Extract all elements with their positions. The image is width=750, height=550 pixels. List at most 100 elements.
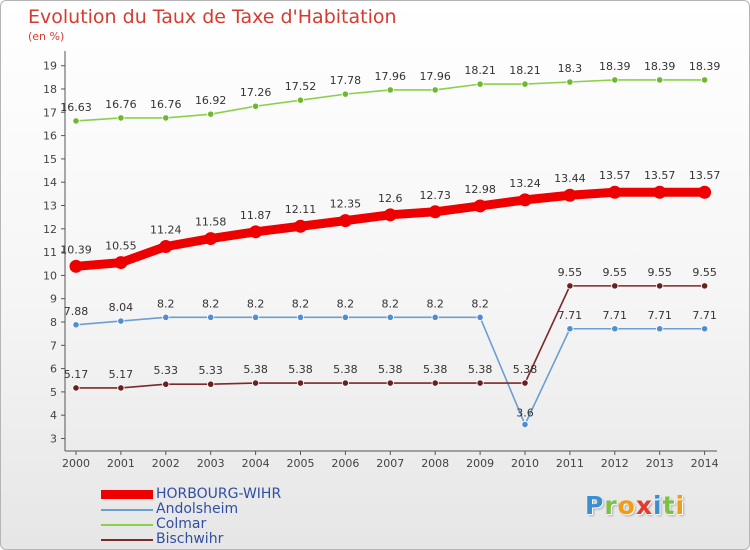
data-point xyxy=(207,380,215,388)
data-point xyxy=(431,313,439,321)
data-label: 8.2 xyxy=(202,297,220,310)
data-point xyxy=(162,313,170,321)
data-point xyxy=(162,114,170,122)
data-point xyxy=(294,219,307,233)
data-label: 8.2 xyxy=(157,297,175,310)
x-tick-label: 2005 xyxy=(287,457,315,470)
data-point xyxy=(338,214,352,228)
data-label: 16.63 xyxy=(60,101,92,114)
data-point xyxy=(698,185,712,199)
data-point xyxy=(700,282,709,290)
data-label: 7.88 xyxy=(64,305,89,318)
data-point xyxy=(252,102,260,110)
data-point xyxy=(563,188,577,202)
y-tick-label: 15 xyxy=(43,153,57,166)
data-point xyxy=(431,379,439,387)
data-label: 18.39 xyxy=(689,60,721,73)
data-label: 8.2 xyxy=(426,297,444,310)
data-label: 18.21 xyxy=(509,64,541,77)
data-point xyxy=(518,193,532,207)
data-point xyxy=(69,259,83,273)
data-label: 9.55 xyxy=(603,266,628,279)
legend-item: Colmar xyxy=(101,516,361,532)
data-point xyxy=(386,313,394,321)
data-label: 8.2 xyxy=(471,297,489,310)
data-point xyxy=(611,76,619,84)
data-label: 5.38 xyxy=(333,363,358,376)
data-point xyxy=(72,384,80,392)
x-tick-label: 2000 xyxy=(62,457,90,470)
data-label: 12.98 xyxy=(464,183,496,196)
data-point xyxy=(700,76,709,84)
data-label: 11.87 xyxy=(240,209,272,222)
data-label: 18.39 xyxy=(644,60,676,73)
x-tick-label: 2007 xyxy=(376,457,404,470)
data-label: 5.38 xyxy=(423,363,448,376)
x-tick-label: 2010 xyxy=(511,457,539,470)
data-label: 8.2 xyxy=(292,297,310,310)
data-label: 16.92 xyxy=(195,94,227,107)
data-label: 12.73 xyxy=(419,189,451,202)
legend-label: HORBOURG-WIHR xyxy=(156,486,282,502)
data-point xyxy=(296,96,305,104)
data-label: 8.2 xyxy=(247,297,265,310)
data-label: 13.57 xyxy=(644,169,676,182)
data-label: 18.3 xyxy=(558,62,583,75)
x-tick-label: 2012 xyxy=(601,457,629,470)
y-tick-label: 10 xyxy=(43,269,57,282)
data-point xyxy=(431,86,439,94)
legend-swatch xyxy=(101,509,153,511)
data-point xyxy=(159,240,173,254)
data-point xyxy=(114,256,128,270)
y-tick-label: 12 xyxy=(43,223,57,236)
y-tick-label: 4 xyxy=(50,409,57,422)
data-point xyxy=(207,313,215,321)
data-point xyxy=(72,321,80,329)
data-point xyxy=(341,313,349,321)
x-tick-label: 2011 xyxy=(556,457,584,470)
data-label: 16.76 xyxy=(150,98,182,111)
data-point xyxy=(611,282,619,290)
data-label: 13.24 xyxy=(509,177,541,190)
data-point xyxy=(386,86,394,94)
data-point xyxy=(296,313,305,321)
data-point xyxy=(608,185,622,199)
data-label: 11.24 xyxy=(150,224,182,237)
data-label: 17.96 xyxy=(419,70,451,83)
data-label: 5.38 xyxy=(288,363,313,376)
legend-item: Andolsheim xyxy=(101,501,361,517)
chart-title: Evolution du Taux de Taxe d'Habitation xyxy=(28,6,397,28)
data-label: 10.39 xyxy=(60,243,92,256)
data-point xyxy=(428,205,442,219)
proxiti-logo: Proxiti xyxy=(585,491,685,520)
data-label: 8.04 xyxy=(109,301,134,314)
data-label: 13.57 xyxy=(689,169,721,182)
data-label: 5.38 xyxy=(468,363,493,376)
data-point xyxy=(473,199,487,213)
data-label: 7.71 xyxy=(603,309,628,322)
data-point xyxy=(117,384,125,392)
data-label: 5.38 xyxy=(378,363,403,376)
data-label: 9.55 xyxy=(647,266,672,279)
data-label: 7.71 xyxy=(558,309,583,322)
legend-label: Colmar xyxy=(156,516,207,532)
data-point xyxy=(566,325,574,333)
data-label: 9.55 xyxy=(558,266,583,279)
data-label: 12.35 xyxy=(330,198,362,211)
data-point xyxy=(476,313,484,321)
data-point xyxy=(383,208,397,222)
logo-letter: r xyxy=(604,491,618,520)
data-point xyxy=(656,282,664,290)
data-label: 5.17 xyxy=(109,368,134,381)
x-tick-label: 2009 xyxy=(466,457,494,470)
legend-label: Andolsheim xyxy=(156,501,239,517)
legend-item: Bischwihr xyxy=(101,531,361,547)
data-label: 17.26 xyxy=(240,86,272,99)
data-label: 13.57 xyxy=(599,169,631,182)
data-label: 5.38 xyxy=(513,363,538,376)
x-tick-label: 2003 xyxy=(197,457,225,470)
data-point xyxy=(521,379,529,387)
y-tick-label: 18 xyxy=(43,83,57,96)
data-label: 12.11 xyxy=(285,203,317,216)
